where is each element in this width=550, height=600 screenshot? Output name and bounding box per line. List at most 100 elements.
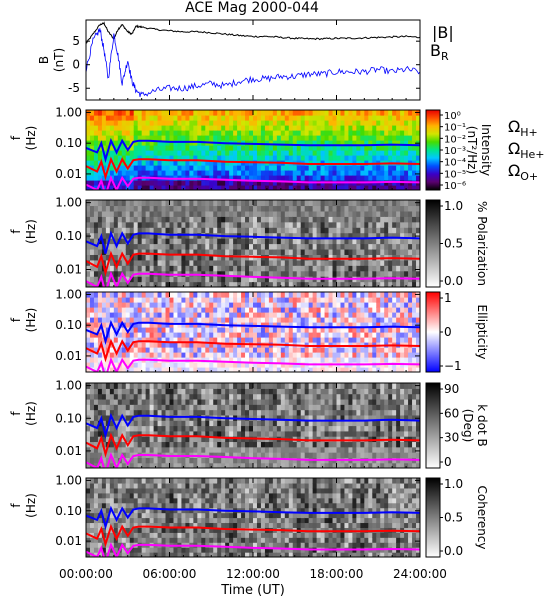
spectrogram-cell	[149, 446, 155, 453]
spectrogram-cell	[101, 200, 107, 207]
spectrogram-cell	[336, 243, 342, 250]
spectrogram-cell	[249, 259, 254, 266]
spectrogram-cell	[125, 281, 131, 287]
spectrogram-cell	[125, 254, 131, 261]
spectrogram-cell	[364, 216, 369, 223]
spectrogram-cell	[308, 120, 314, 126]
spectrogram-cell	[332, 130, 338, 136]
spectrogram-cell	[177, 398, 183, 405]
spectrogram-cell	[101, 452, 107, 458]
spectrogram-cell	[97, 170, 103, 176]
spectrogram-cell	[153, 200, 159, 207]
spectrogram-cell	[157, 398, 163, 405]
spectrogram-cell	[101, 362, 107, 368]
spectrogram-cell	[376, 175, 381, 181]
spectrogram-cell	[141, 281, 147, 287]
spectrogram-cell	[133, 322, 139, 328]
spectrogram-cell	[109, 292, 115, 298]
spectrogram-cell	[360, 259, 365, 266]
spectrogram-cell	[93, 393, 99, 400]
spectrogram-cell	[292, 155, 298, 161]
spectrogram-cell	[129, 398, 135, 405]
spectrogram-cell	[368, 281, 373, 287]
spectrogram-cell	[249, 367, 254, 372]
spectrogram-cell	[221, 317, 226, 323]
spectrogram-cell	[181, 276, 187, 283]
spectrogram-cell	[288, 135, 294, 141]
spectrogram-cell	[137, 276, 143, 283]
spectrogram-cell	[109, 221, 115, 228]
spectrogram-cell	[209, 243, 214, 250]
spectrogram-cell	[316, 312, 322, 318]
spectrogram-cell	[93, 265, 99, 272]
spectrogram-cell	[109, 270, 115, 277]
spectrogram-cell	[225, 462, 230, 468]
spectrogram-cell	[249, 205, 254, 212]
spectrogram-cell	[101, 393, 107, 400]
spectrogram-cell	[324, 292, 330, 298]
spectrogram-cell	[416, 347, 420, 353]
spectrogram-cell	[185, 115, 190, 121]
spectrogram-cell	[141, 110, 147, 116]
spectrogram-cell	[249, 425, 254, 432]
spectrogram-cell	[161, 281, 167, 287]
spectrogram-cell	[344, 238, 350, 245]
spectrogram-cell	[260, 130, 266, 136]
spectrogram-cell	[416, 367, 420, 372]
spectrogram-cell	[249, 446, 254, 453]
spectrogram-cell	[137, 398, 143, 405]
spectrogram-cell	[328, 165, 334, 171]
spectrogram-cell	[276, 297, 282, 303]
spectrogram-cell	[181, 409, 187, 416]
spectrogram-cell	[249, 248, 254, 255]
spectrogram-cell	[237, 259, 242, 266]
spectrogram-cell	[368, 307, 373, 313]
spectrogram-cell	[360, 352, 365, 358]
spectrogram-cell	[177, 462, 183, 468]
spectrogram-cell	[109, 383, 115, 389]
spectrogram-cell	[304, 297, 310, 303]
spectrogram-cell	[121, 441, 127, 448]
spectrogram-cell	[392, 357, 397, 363]
spectrogram-cell	[408, 265, 413, 272]
spectrogram-cell	[149, 347, 155, 353]
spectrogram-cell	[300, 337, 306, 343]
spectrogram-cell	[113, 312, 119, 318]
spectrogram-cell	[149, 243, 155, 250]
spectrogram-cell	[93, 227, 99, 234]
spectrogram-cell	[336, 352, 342, 358]
spectrogram-cell	[189, 259, 194, 266]
spectrogram-cell	[133, 276, 139, 283]
spectrogram-cell	[245, 441, 250, 448]
spectrogram-cell	[256, 441, 262, 448]
spectrogram-cell	[264, 140, 270, 146]
spectrogram-cell	[145, 281, 151, 287]
spectrogram-cell	[225, 398, 230, 405]
spectrogram-cell	[165, 462, 171, 468]
spectrogram-cell	[340, 302, 346, 308]
spectrogram-cell	[225, 180, 230, 186]
spectrogram-cell	[201, 254, 206, 261]
spectrogram-cell	[157, 170, 163, 176]
spectrogram-cell	[348, 243, 354, 250]
spectrogram-cell	[332, 185, 338, 190]
spectrogram-cell	[225, 270, 230, 277]
spectrogram-cell	[86, 238, 91, 245]
spectrogram-cell	[93, 352, 99, 358]
spectrogram-cell	[93, 281, 99, 287]
spectrogram-cell	[145, 425, 151, 432]
spectrogram-cell	[165, 337, 171, 343]
spectrogram-cell	[253, 248, 258, 255]
spectrogram-cell	[157, 436, 163, 443]
spectrogram-cell	[380, 200, 385, 207]
spectrogram-cell	[89, 292, 95, 298]
spectrogram-cell	[288, 180, 294, 186]
spectrogram-cell	[384, 292, 389, 298]
spectrogram-cell	[376, 210, 381, 217]
spectrogram-cell	[117, 205, 123, 212]
spectrogram-cell	[356, 125, 361, 131]
spectrogram-cell	[304, 130, 310, 136]
spectrogram-cell	[237, 221, 242, 228]
spectrogram-cell	[260, 462, 266, 468]
spectrogram-cell	[300, 140, 306, 146]
